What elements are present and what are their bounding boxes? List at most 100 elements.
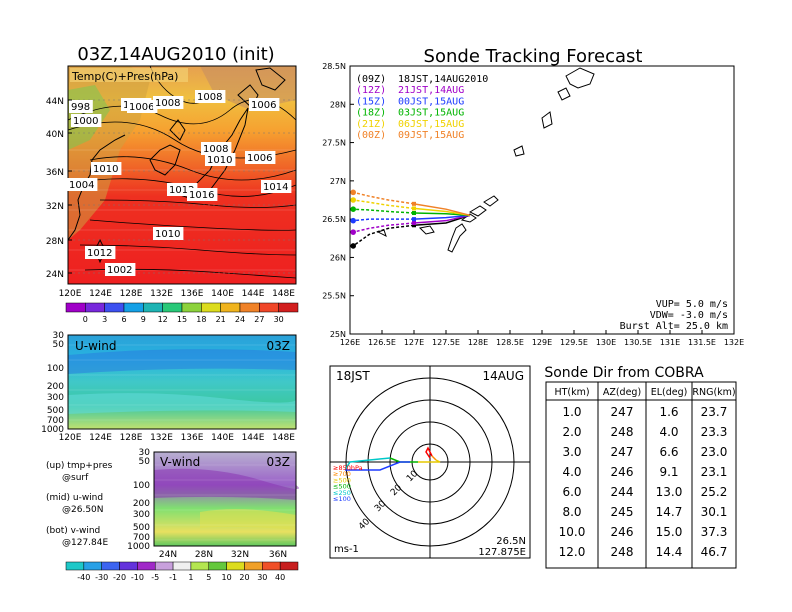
table-cell: 8.0 — [562, 505, 581, 519]
temp-colorbar-label: 27 — [254, 315, 264, 324]
u-wind-lon-tick: 132E — [150, 433, 173, 443]
temp-colorbar-swatch — [181, 302, 202, 313]
u-wind-p-tick: 700 — [47, 416, 64, 426]
v-wind-panel — [153, 451, 300, 547]
isobar-label: 1012 — [87, 248, 112, 259]
u-wind-lon-tick: 144E — [242, 433, 265, 443]
v-wind-p-tick: 200 — [133, 499, 150, 509]
temp-colorbar-swatch — [220, 302, 241, 313]
table-cell: 6.0 — [562, 485, 581, 499]
temp-colorbar-swatch — [85, 302, 105, 313]
u-wind-label: U-wind — [75, 339, 116, 353]
isobar-label: 1002 — [107, 265, 132, 276]
panel-note-line: (bot) v-wind — [46, 526, 100, 536]
v-wind-p-tick: 50 — [139, 457, 151, 467]
u-wind-p-tick: 1000 — [41, 425, 64, 435]
tracking-y-tick: 25.5N — [322, 292, 346, 301]
table-cell: 14.7 — [656, 505, 683, 519]
temp-colorbar-swatch — [239, 302, 260, 313]
tracking-y-tick: 26.5N — [322, 215, 346, 224]
map-lon-tick: 136E — [181, 289, 204, 299]
u-wind-time: 03Z — [267, 339, 291, 353]
table-cell: 2.0 — [562, 425, 581, 439]
map-lon-tick: 128E — [120, 289, 143, 299]
map-title: 03Z,14AUG2010 (init) — [77, 44, 274, 65]
wind-colorbar-swatch — [101, 561, 120, 571]
v-wind-lat-tick: 24N — [159, 550, 177, 560]
temp-colorbar-swatch — [65, 302, 86, 313]
hodo-lon: 127.875E — [478, 547, 526, 558]
v-wind-p-tick: 30 — [139, 448, 151, 458]
temp-colorbar-label: 3 — [102, 315, 107, 324]
v-wind-label: V-wind — [160, 455, 200, 469]
isobar-label-bg — [249, 98, 280, 111]
tracking-x-tick: 127.5E — [432, 338, 460, 347]
tracking-x-tick: 131E — [660, 338, 680, 347]
wind-colorbar-label: -40 — [77, 573, 90, 582]
tracking-y-tick: 26N — [330, 253, 346, 262]
hodo-level-label: ≥700 — [333, 470, 351, 478]
track-end-marker — [350, 206, 357, 212]
v-wind-p-tick: 500 — [133, 523, 150, 533]
tracking-x-tick: 127E — [404, 338, 424, 347]
isobar-label-bg — [195, 90, 226, 103]
isobar-label: 1010 — [93, 164, 118, 175]
track-end-marker — [350, 217, 357, 224]
track-line-dashed — [353, 199, 415, 210]
tracking-x-tick: 126E — [340, 338, 360, 347]
temp-colorbar-swatch — [104, 302, 125, 313]
wind-colorbar-label: 1 — [188, 573, 193, 582]
table-frame — [545, 381, 737, 569]
track-line-solid — [413, 214, 471, 220]
table-cell: 10.0 — [559, 525, 586, 539]
isobar-label-bg — [245, 151, 276, 164]
track-line-solid — [413, 212, 471, 217]
table-cell: 244 — [611, 485, 634, 499]
table-cell: 13.0 — [656, 485, 683, 499]
panel-note-line: (up) tmp+pres — [46, 461, 113, 471]
isobar-label: 1004 — [69, 180, 94, 191]
tracking-legend-tag: (21Z) — [356, 119, 386, 130]
hodo-level-label: ≥850hPa — [333, 464, 363, 472]
track-burst-marker — [412, 206, 416, 211]
table-cell: 23.0 — [701, 445, 728, 459]
table-cell: 247 — [611, 405, 634, 419]
tracking-legend-label: 09JST,15AUG — [398, 130, 464, 141]
track-burst-marker — [412, 220, 416, 225]
wind-colorbar-swatch — [262, 561, 281, 571]
table-cell: 248 — [611, 425, 634, 439]
tracking-legend-tag: (09Z) — [356, 74, 386, 85]
table-header-cell: EL(deg) — [651, 387, 688, 398]
isobar-label-bg — [91, 162, 122, 175]
map-lat-tick: 28N — [46, 237, 64, 247]
track-end-marker — [350, 229, 357, 235]
tracking-title: Sonde Tracking Forecast — [424, 46, 643, 67]
table-cell: 37.3 — [701, 525, 728, 539]
isobar-label: 1008 — [155, 98, 180, 109]
map-lat-tick: 24N — [46, 270, 64, 280]
isobar-label: 1008 — [197, 92, 222, 103]
wind-colorbar-swatch — [83, 561, 102, 571]
tracking-legend-tag: (18Z) — [356, 108, 386, 119]
isobar-label-bg — [187, 188, 218, 201]
v-wind-p-tick: 300 — [133, 510, 150, 520]
isobar-label: 1010 — [155, 229, 180, 240]
isobar-label-bg — [201, 142, 232, 155]
tracking-legend-label: 18JST,14AUG2010 — [398, 74, 488, 85]
u-wind-p-tick: 200 — [47, 382, 64, 392]
temp-colorbar-label: 18 — [196, 315, 206, 324]
temp-colorbar-label: 15 — [177, 315, 187, 324]
tracking-legend-tag: (15Z) — [356, 96, 386, 107]
wind-colorbar-label: -30 — [95, 573, 108, 582]
table-cell: 30.1 — [701, 505, 728, 519]
v-wind-p-tick: 700 — [133, 533, 150, 543]
track-burst-marker — [412, 223, 416, 228]
hodo-time: 18JST — [336, 369, 370, 383]
tracking-x-tick: 130E — [596, 338, 616, 347]
wind-colorbar-label: 30 — [257, 573, 267, 582]
table-cell: 23.1 — [701, 465, 728, 479]
v-wind-lat-tick: 28N — [195, 550, 213, 560]
track-line-solid — [413, 203, 471, 217]
